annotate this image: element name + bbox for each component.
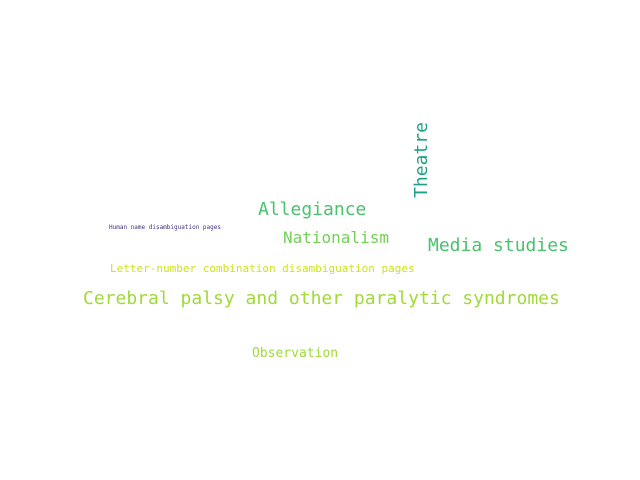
word-observation: Observation	[252, 346, 339, 361]
word-cerebral-palsy: Cerebral palsy and other paralytic syndr…	[83, 288, 560, 309]
word-media-studies: Media studies	[428, 235, 569, 256]
word-letter-number-disambiguation: Letter-number combination disambiguation…	[110, 262, 415, 275]
word-human-name-disambiguation: Human name disambiguation pages	[109, 224, 221, 231]
word-nationalism: Nationalism	[283, 228, 389, 247]
word-theatre: Theatre	[411, 122, 432, 198]
word-allegiance: Allegiance	[258, 199, 367, 220]
